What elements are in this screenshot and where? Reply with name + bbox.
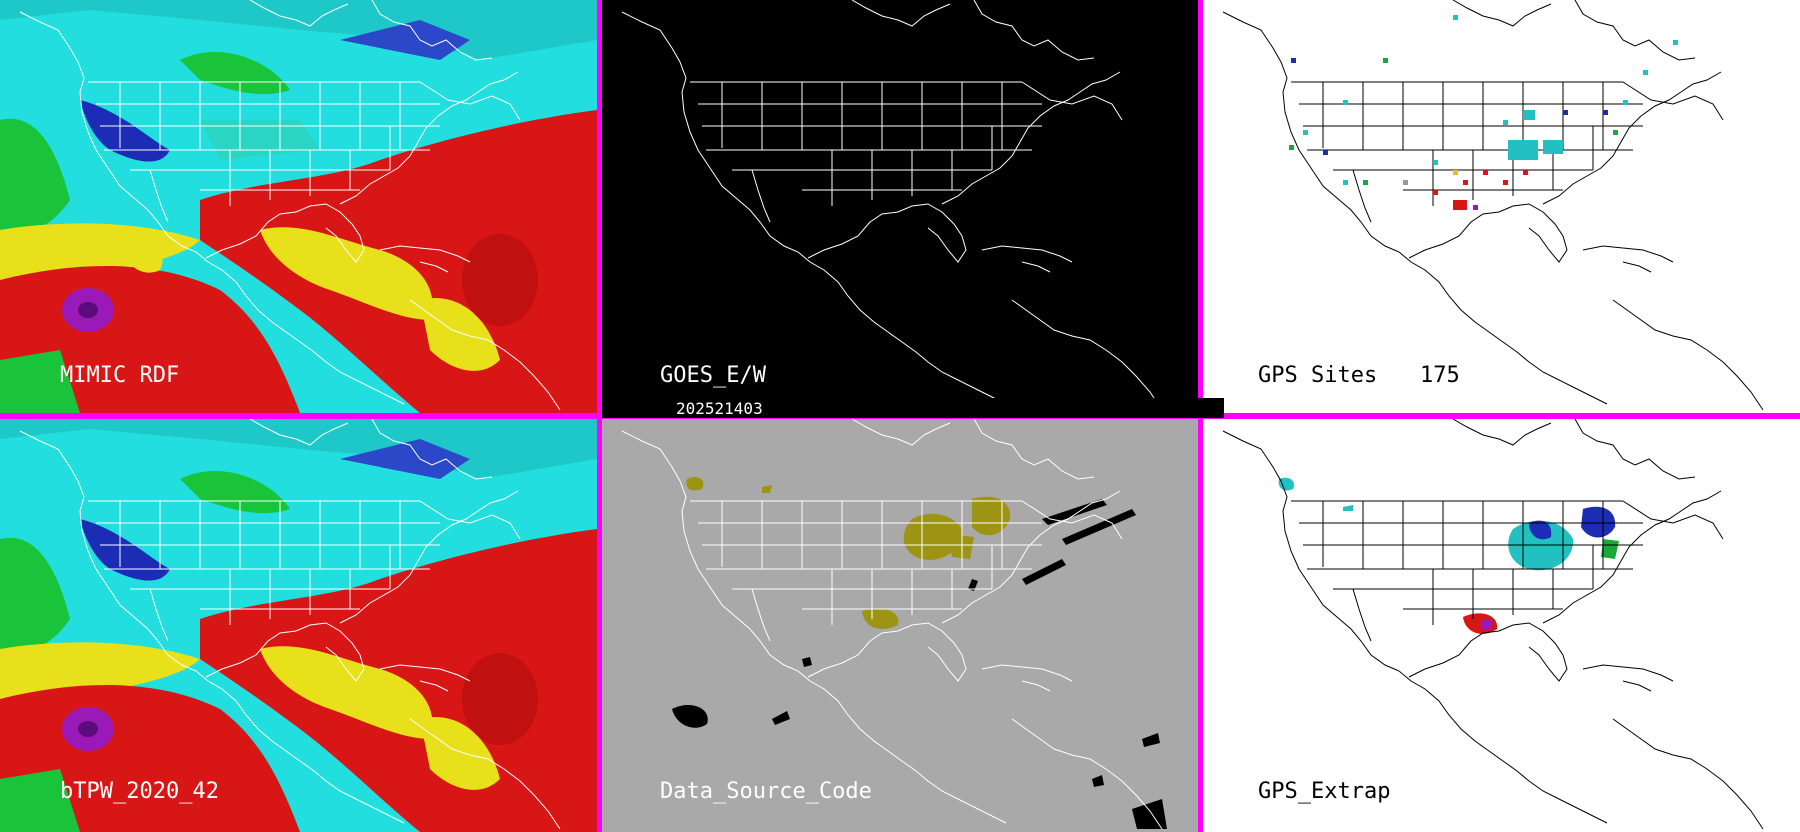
goes-map bbox=[602, 0, 1199, 413]
panel-gps-extrap: GPS_Extrap bbox=[1203, 419, 1800, 832]
timestamp-bar: 202521403 bbox=[602, 398, 1224, 418]
gps-site-count: 175 bbox=[1420, 363, 1460, 388]
panel-label: GPS_Extrap bbox=[1258, 779, 1391, 804]
gps-site-markers bbox=[1289, 15, 1678, 210]
tpw-map-bottom bbox=[0, 419, 597, 832]
panel-label: MIMIC RDF bbox=[60, 363, 180, 388]
gps-extrap-map bbox=[1203, 419, 1800, 832]
panel-btpw: bTPW_2020_42 bbox=[0, 419, 597, 832]
panel-data-source-code: Data_Source_Code bbox=[602, 419, 1199, 832]
panel-goes-ew: GOES_E/W bbox=[602, 0, 1199, 413]
panel-gps-sites: GPS Sites 175 bbox=[1203, 0, 1800, 413]
panel-label: GOES_E/W bbox=[660, 363, 766, 388]
gps-sites-map bbox=[1203, 0, 1800, 413]
panel-label: Data_Source_Code bbox=[660, 779, 872, 804]
panel-mimic-rdf: MIMIC RDF bbox=[0, 0, 597, 413]
tpw-map-top bbox=[0, 0, 597, 413]
data-source-map bbox=[602, 419, 1199, 832]
timestamp: 202521403 bbox=[676, 399, 763, 418]
panel-label: GPS Sites bbox=[1258, 363, 1378, 388]
panel-label: bTPW_2020_42 bbox=[60, 779, 219, 804]
